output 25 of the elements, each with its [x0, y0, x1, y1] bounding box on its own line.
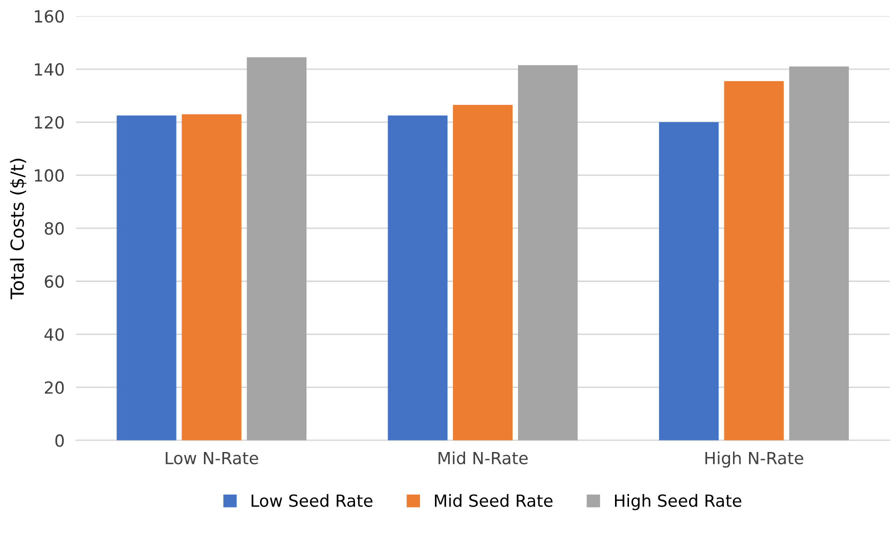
x-tick-label: Low N-Rate	[166, 452, 258, 464]
bar	[724, 81, 784, 440]
bar	[789, 66, 849, 440]
y-tick-label: 120	[34, 116, 64, 129]
bar	[116, 116, 176, 440]
y-tick-label: 140	[34, 63, 64, 76]
y-tick-label: 160	[34, 10, 64, 23]
y-tick-label: 80	[44, 222, 64, 235]
bar	[388, 116, 448, 440]
x-tick-label: High N-Rate	[705, 451, 804, 468]
y-tick-label: 60	[44, 275, 64, 288]
legend-label: Mid Seed Rate	[434, 494, 552, 507]
x-tick-label: Mid N-Rate	[438, 451, 528, 464]
bar	[452, 104, 513, 440]
y-tick-label: 100	[34, 169, 64, 182]
bar	[659, 122, 719, 440]
y-axis-title: Total Costs ($/t)	[10, 158, 26, 300]
legend-label: High Seed Rate	[615, 494, 742, 510]
bar	[182, 114, 242, 440]
y-tick-label: 40	[44, 328, 64, 341]
y-tick-label: 0	[55, 434, 64, 447]
bar	[518, 65, 578, 440]
y-tick-label: 20	[44, 381, 64, 394]
bar	[246, 57, 306, 440]
legend-label: Low Seed Rate	[252, 494, 372, 507]
